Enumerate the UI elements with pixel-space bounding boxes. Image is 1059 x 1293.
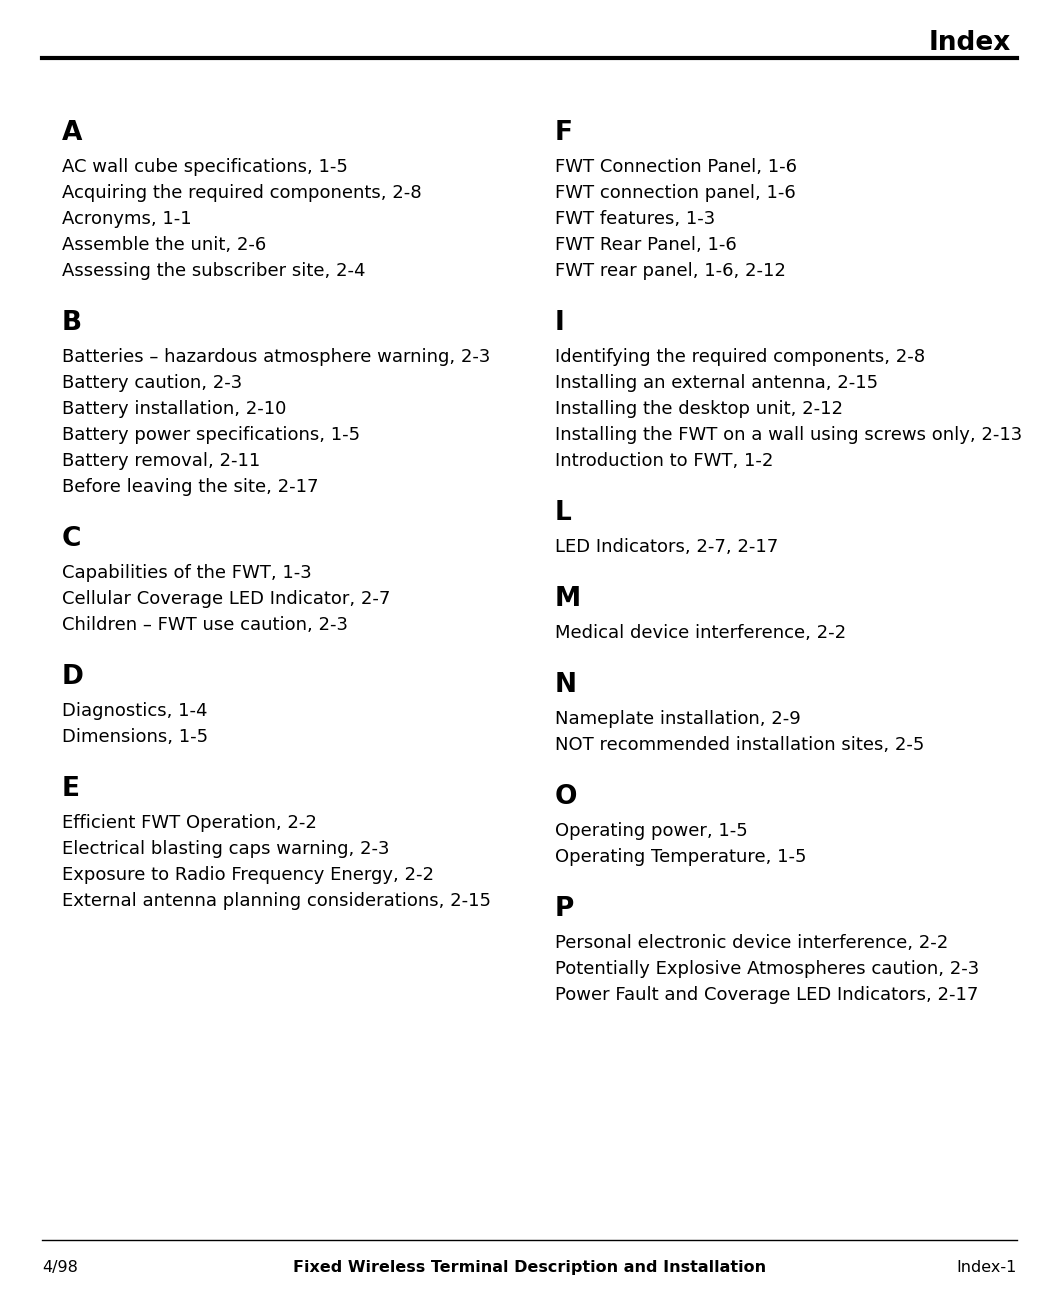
Text: Battery power specifications, 1-5: Battery power specifications, 1-5 <box>62 425 360 443</box>
Text: Dimensions, 1-5: Dimensions, 1-5 <box>62 728 209 746</box>
Text: FWT features, 1-3: FWT features, 1-3 <box>555 209 715 228</box>
Text: Installing the FWT on a wall using screws only, 2-13: Installing the FWT on a wall using screw… <box>555 425 1022 443</box>
Text: Nameplate installation, 2-9: Nameplate installation, 2-9 <box>555 710 801 728</box>
Text: AC wall cube specifications, 1-5: AC wall cube specifications, 1-5 <box>62 158 347 176</box>
Text: P: P <box>555 896 574 922</box>
Text: Medical device interference, 2-2: Medical device interference, 2-2 <box>555 625 846 643</box>
Text: External antenna planning considerations, 2-15: External antenna planning considerations… <box>62 892 491 910</box>
Text: FWT Connection Panel, 1-6: FWT Connection Panel, 1-6 <box>555 158 797 176</box>
Text: Acquiring the required components, 2-8: Acquiring the required components, 2-8 <box>62 184 421 202</box>
Text: M: M <box>555 586 581 612</box>
Text: D: D <box>62 665 84 690</box>
Text: Installing an external antenna, 2-15: Installing an external antenna, 2-15 <box>555 374 878 392</box>
Text: Exposure to Radio Frequency Energy, 2-2: Exposure to Radio Frequency Energy, 2-2 <box>62 866 434 884</box>
Text: Personal electronic device interference, 2-2: Personal electronic device interference,… <box>555 934 948 952</box>
Text: Battery installation, 2-10: Battery installation, 2-10 <box>62 400 286 418</box>
Text: FWT connection panel, 1-6: FWT connection panel, 1-6 <box>555 184 795 202</box>
Text: A: A <box>62 120 83 146</box>
Text: I: I <box>555 310 564 336</box>
Text: Battery caution, 2-3: Battery caution, 2-3 <box>62 374 243 392</box>
Text: Battery removal, 2-11: Battery removal, 2-11 <box>62 453 261 469</box>
Text: Identifying the required components, 2-8: Identifying the required components, 2-8 <box>555 348 926 366</box>
Text: Batteries – hazardous atmosphere warning, 2-3: Batteries – hazardous atmosphere warning… <box>62 348 490 366</box>
Text: L: L <box>555 500 572 526</box>
Text: LED Indicators, 2-7, 2-17: LED Indicators, 2-7, 2-17 <box>555 538 778 556</box>
Text: Cellular Coverage LED Indicator, 2-7: Cellular Coverage LED Indicator, 2-7 <box>62 590 391 608</box>
Text: Fixed Wireless Terminal Description and Installation: Fixed Wireless Terminal Description and … <box>293 1259 766 1275</box>
Text: Operating power, 1-5: Operating power, 1-5 <box>555 822 748 840</box>
Text: Introduction to FWT, 1-2: Introduction to FWT, 1-2 <box>555 453 773 469</box>
Text: Children – FWT use caution, 2-3: Children – FWT use caution, 2-3 <box>62 615 348 634</box>
Text: NOT recommended installation sites, 2-5: NOT recommended installation sites, 2-5 <box>555 736 925 754</box>
Text: 4/98: 4/98 <box>42 1259 78 1275</box>
Text: Operating Temperature, 1-5: Operating Temperature, 1-5 <box>555 848 807 866</box>
Text: Index-1: Index-1 <box>956 1259 1017 1275</box>
Text: Capabilities of the FWT, 1-3: Capabilities of the FWT, 1-3 <box>62 564 311 582</box>
Text: Acronyms, 1-1: Acronyms, 1-1 <box>62 209 192 228</box>
Text: Potentially Explosive Atmospheres caution, 2-3: Potentially Explosive Atmospheres cautio… <box>555 959 980 978</box>
Text: Electrical blasting caps warning, 2-3: Electrical blasting caps warning, 2-3 <box>62 840 390 859</box>
Text: FWT Rear Panel, 1-6: FWT Rear Panel, 1-6 <box>555 237 737 253</box>
Text: FWT rear panel, 1-6, 2-12: FWT rear panel, 1-6, 2-12 <box>555 262 786 281</box>
Text: E: E <box>62 776 80 802</box>
Text: F: F <box>555 120 573 146</box>
Text: Assemble the unit, 2-6: Assemble the unit, 2-6 <box>62 237 266 253</box>
Text: Before leaving the site, 2-17: Before leaving the site, 2-17 <box>62 478 319 497</box>
Text: Index: Index <box>929 30 1011 56</box>
Text: Power Fault and Coverage LED Indicators, 2-17: Power Fault and Coverage LED Indicators,… <box>555 987 979 1003</box>
Text: O: O <box>555 784 577 809</box>
Text: Assessing the subscriber site, 2-4: Assessing the subscriber site, 2-4 <box>62 262 365 281</box>
Text: Efficient FWT Operation, 2-2: Efficient FWT Operation, 2-2 <box>62 815 317 831</box>
Text: C: C <box>62 526 82 552</box>
Text: Installing the desktop unit, 2-12: Installing the desktop unit, 2-12 <box>555 400 843 418</box>
Text: Diagnostics, 1-4: Diagnostics, 1-4 <box>62 702 208 720</box>
Text: B: B <box>62 310 83 336</box>
Text: N: N <box>555 672 577 698</box>
